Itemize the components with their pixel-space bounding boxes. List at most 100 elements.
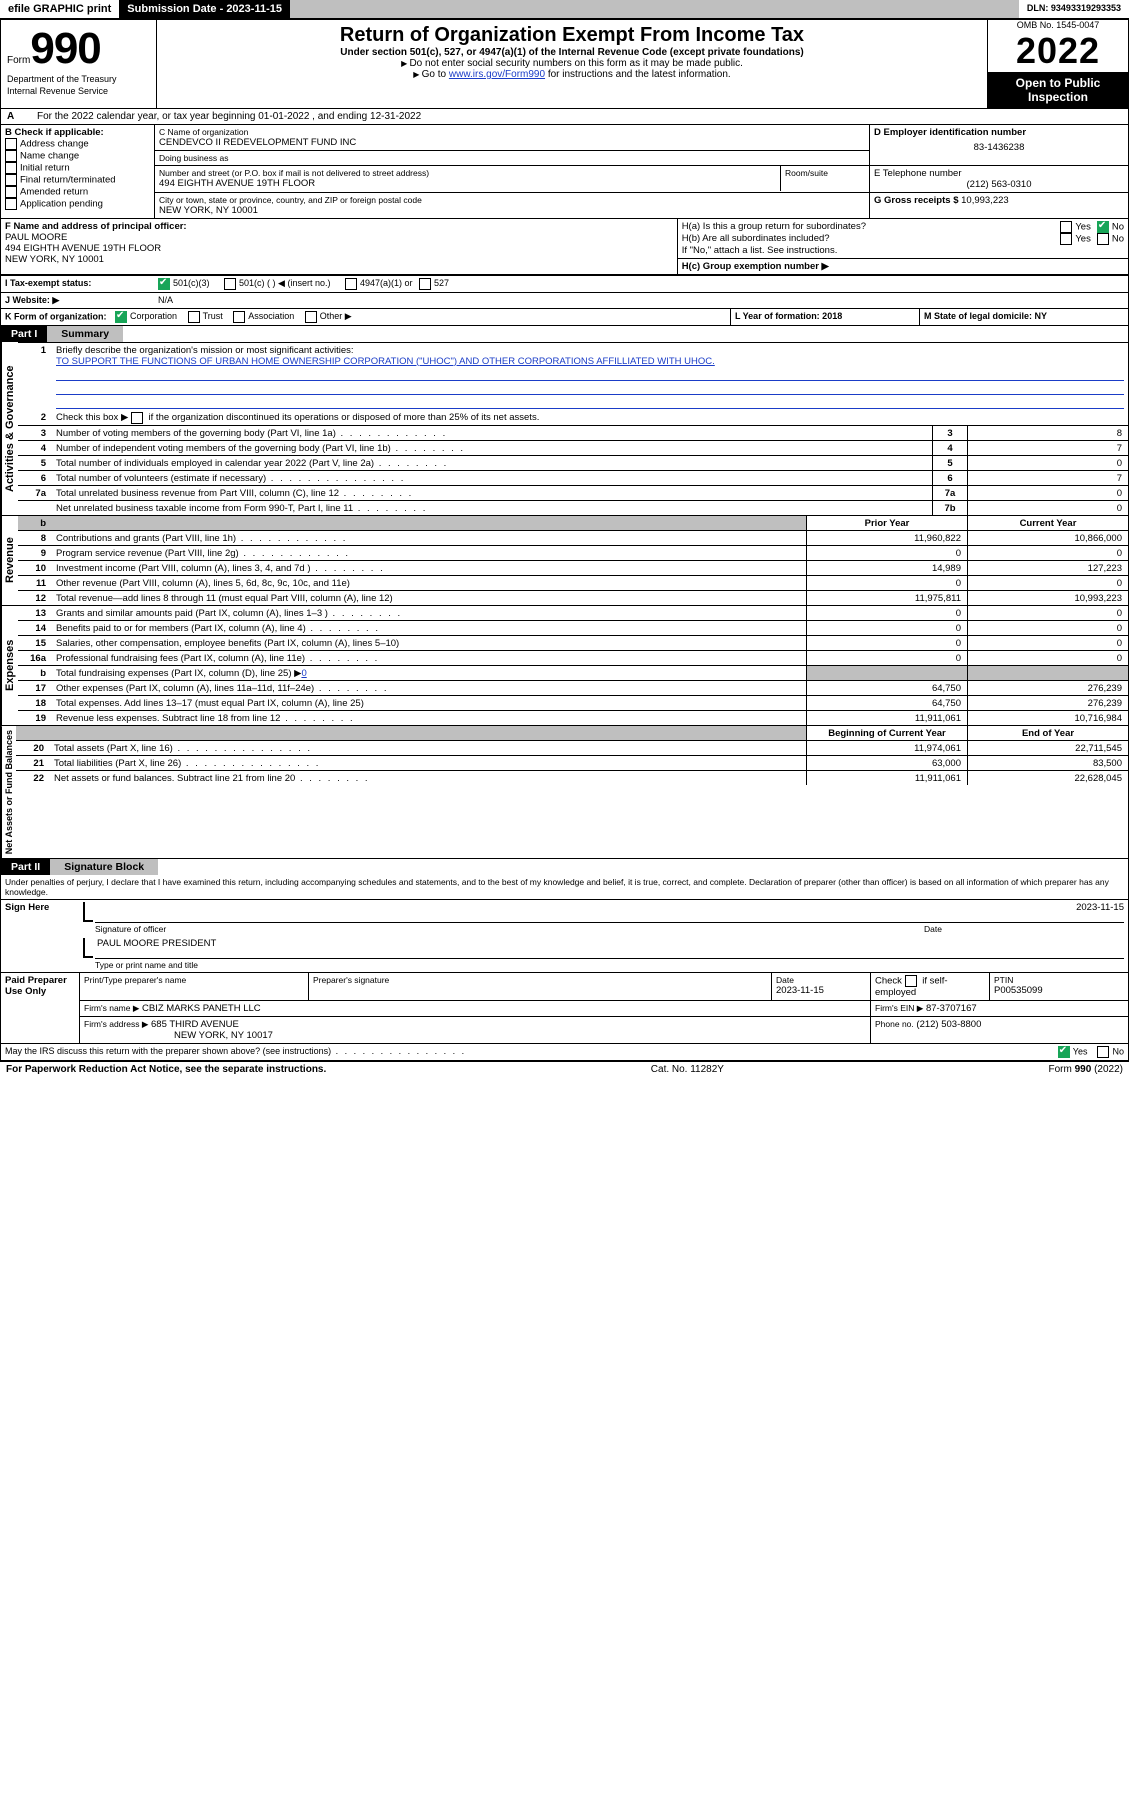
i-4947[interactable]: 4947(a)(1) or xyxy=(345,278,413,288)
firm-name-lbl: Firm's name ▶ xyxy=(84,1003,139,1013)
l2-chk[interactable] xyxy=(131,412,143,424)
dln: DLN: 93493319293353 xyxy=(1019,0,1129,18)
l15-p: 0 xyxy=(807,636,968,651)
part2-header: Part II Signature Block xyxy=(1,858,1128,875)
l21-c: 83,500 xyxy=(968,756,1129,771)
part1-title: Summary xyxy=(47,326,123,342)
l17-p: 64,750 xyxy=(807,681,968,696)
firm-ein-lbl: Firm's EIN ▶ xyxy=(875,1003,923,1013)
m-state: M State of legal domicile: NY xyxy=(919,309,1128,325)
k-trust[interactable]: Trust xyxy=(188,311,223,321)
goto-pre: Go to xyxy=(422,69,449,80)
mission-line3 xyxy=(56,395,1124,409)
b-opt-5[interactable]: Application pending xyxy=(5,198,150,210)
row-j: J Website: ▶ N/A xyxy=(1,292,1128,309)
firm-ein: 87-3707167 xyxy=(926,1003,977,1014)
l14-c: 0 xyxy=(968,621,1129,636)
may-irs-yes[interactable]: Yes xyxy=(1058,1046,1088,1058)
officer-addr1: 494 EIGHTH AVENUE 19TH FLOOR xyxy=(5,243,673,254)
l21-lbl: Total liabilities (Part X, line 26) xyxy=(54,758,320,769)
l8-c: 10,866,000 xyxy=(968,531,1129,546)
k-lbl: K Form of organization: xyxy=(5,311,107,321)
b-opt-0[interactable]: Address change xyxy=(5,138,150,150)
top-bar: efile GRAPHIC print Submission Date - 20… xyxy=(0,0,1129,19)
k-block: K Form of organization: Corporation Trus… xyxy=(1,309,730,325)
sig-tick2-icon xyxy=(83,938,93,958)
l19-p: 11,911,061 xyxy=(807,711,968,726)
l16a-c: 0 xyxy=(968,651,1129,666)
officer-name: PAUL MOORE xyxy=(5,232,673,243)
k-assoc[interactable]: Association xyxy=(233,311,294,321)
l7b-val: 0 xyxy=(968,501,1129,516)
room-lbl: Room/suite xyxy=(785,168,865,178)
l20-lbl: Total assets (Part X, line 16) xyxy=(54,743,312,754)
form-990: 990 xyxy=(30,24,100,73)
hb-no[interactable]: No xyxy=(1097,233,1124,245)
paid-preparer: Paid Preparer Use Only xyxy=(1,973,80,1044)
l12-lbl: Total revenue—add lines 8 through 11 (mu… xyxy=(56,593,393,604)
self-emp[interactable]: Check if self-employed xyxy=(871,973,990,1001)
l19-lbl: Revenue less expenses. Subtract line 18 … xyxy=(56,713,355,724)
org-name: CENDEVCO II REDEVELOPMENT FUND INC xyxy=(159,137,865,148)
cat-no: Cat. No. 11282Y xyxy=(651,1064,724,1075)
section-a: A For the 2022 calendar year, or tax yea… xyxy=(1,108,1128,124)
hb-yes[interactable]: Yes xyxy=(1060,233,1091,245)
l3-val: 8 xyxy=(968,426,1129,441)
l22-p: 11,911,061 xyxy=(807,771,968,786)
f-h-block: F Name and address of principal officer:… xyxy=(1,219,1128,275)
b-opt-4[interactable]: Amended return xyxy=(5,186,150,198)
hb-lbl: H(b) Are all subordinates included? xyxy=(682,233,1061,245)
exp-lines: 13Grants and similar amounts paid (Part … xyxy=(18,606,1128,725)
end-hdr: End of Year xyxy=(968,726,1129,741)
l7b-lbl: Net unrelated business taxable income fr… xyxy=(56,503,427,514)
city: NEW YORK, NY 10001 xyxy=(159,205,865,216)
subnote-2: Go to www.irs.gov/Form990 for instructio… xyxy=(157,69,987,80)
entity-block: B Check if applicable: Address change Na… xyxy=(1,124,1128,219)
ha-lbl: H(a) Is this a group return for subordin… xyxy=(682,221,1061,233)
ha-yes[interactable]: Yes xyxy=(1060,221,1091,233)
b-opt-2[interactable]: Initial return xyxy=(5,162,150,174)
c-name-lbl: C Name of organization xyxy=(159,127,865,137)
i-527[interactable]: 527 xyxy=(419,278,449,288)
l11-c: 0 xyxy=(968,576,1129,591)
l13-c: 0 xyxy=(968,606,1129,621)
l-year: L Year of formation: 2018 xyxy=(730,309,919,325)
b-opt-1[interactable]: Name change xyxy=(5,150,150,162)
part2-title: Signature Block xyxy=(50,859,158,875)
l11-p: 0 xyxy=(807,576,968,591)
rev-block: Revenue bPrior YearCurrent Year 8Contrib… xyxy=(1,515,1128,605)
city-lbl: City or town, state or province, country… xyxy=(159,195,865,205)
topbar-spacer xyxy=(290,0,1019,18)
date-lbl: Date xyxy=(924,922,1124,934)
l16b-val: 0 xyxy=(301,668,306,679)
sig-officer-lbl: Signature of officer xyxy=(95,922,924,934)
l5-lbl: Total number of individuals employed in … xyxy=(56,458,448,469)
hc-lbl: H(c) Group exemption number ▶ xyxy=(682,261,829,272)
form-outer: Form990 Department of the Treasury Inter… xyxy=(0,19,1129,1061)
header-table: Form990 Department of the Treasury Inter… xyxy=(1,20,1128,108)
side-net: Net Assets or Fund Balances xyxy=(1,726,16,858)
may-irs-no[interactable]: No xyxy=(1097,1046,1124,1058)
prep-sig-lbl: Preparer's signature xyxy=(313,975,767,985)
i-501c3[interactable]: 501(c)(3) xyxy=(158,278,210,288)
irs-link[interactable]: www.irs.gov/Form990 xyxy=(449,69,545,80)
b-opt-3[interactable]: Final return/terminated xyxy=(5,174,150,186)
k-other[interactable]: Other ▶ xyxy=(305,311,352,321)
l2-lbl: Check this box ▶ if the organization dis… xyxy=(56,412,539,423)
website: N/A xyxy=(154,293,177,308)
row-klm: K Form of organization: Corporation Trus… xyxy=(1,309,1128,326)
officer-addr2: NEW YORK, NY 10001 xyxy=(5,254,673,265)
l20-c: 22,711,545 xyxy=(968,741,1129,756)
l16a-p: 0 xyxy=(807,651,968,666)
l16a-lbl: Professional fundraising fees (Part IX, … xyxy=(56,653,379,664)
ha-no[interactable]: No xyxy=(1097,221,1124,233)
i-501c[interactable]: 501(c) ( ) ◀ (insert no.) xyxy=(224,278,330,288)
sign-here: Sign Here xyxy=(1,900,79,973)
part1-header: Part I Summary xyxy=(1,326,1128,342)
tax-year-text: For the 2022 calendar year, or tax year … xyxy=(37,111,421,122)
firm-addr2: NEW YORK, NY 10017 xyxy=(174,1030,273,1041)
l15-c: 0 xyxy=(968,636,1129,651)
l3-lbl: Number of voting members of the governin… xyxy=(56,428,447,439)
k-corp[interactable]: Corporation xyxy=(115,311,177,321)
l8-lbl: Contributions and grants (Part VIII, lin… xyxy=(56,533,347,544)
